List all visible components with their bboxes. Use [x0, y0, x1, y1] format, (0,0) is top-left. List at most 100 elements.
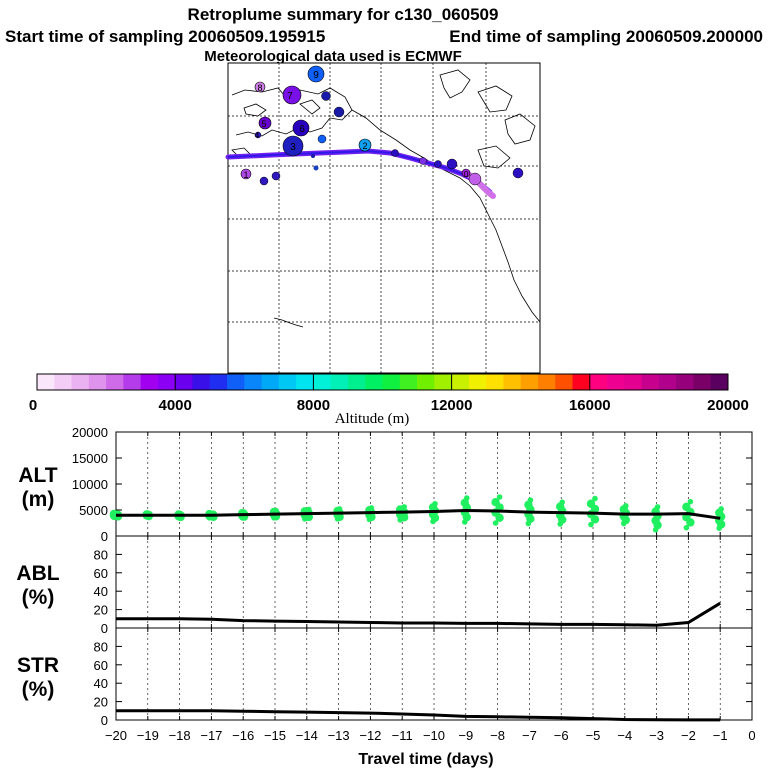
x-tick-label: −11 — [392, 728, 413, 743]
altitude-point — [586, 499, 596, 508]
marker-label: 4 — [255, 131, 260, 140]
colorbar-cell — [54, 374, 73, 390]
y-tick-label: 20 — [94, 695, 108, 710]
map-gridlines — [228, 63, 540, 373]
colorbar-cell — [192, 374, 211, 390]
altitude-point — [368, 505, 375, 511]
y-tick-label: 0 — [101, 621, 108, 636]
x-tick-label: −15 — [264, 728, 286, 743]
y-tick-label: 15000 — [72, 451, 108, 466]
altitude-point — [559, 499, 565, 506]
marker-label: 9 — [313, 70, 319, 81]
str-line — [116, 709, 721, 722]
altitude-median-line — [116, 509, 721, 520]
altitude-point — [623, 503, 629, 509]
colorbar-cell — [503, 374, 522, 390]
colorbar-cell — [227, 374, 245, 390]
colorbar-cell — [658, 374, 677, 390]
map-dot — [271, 171, 281, 181]
colorbar-cell — [468, 374, 487, 390]
x-tick-label: −13 — [328, 728, 350, 743]
map-dot — [512, 167, 524, 179]
map-dot — [259, 176, 269, 186]
x-tick-label: −1 — [713, 728, 728, 743]
colorbar-cell — [434, 374, 453, 390]
colorbar-cell — [37, 374, 55, 390]
map-panel: 9 8 7 6 5 4 3 2 1 0 — [225, 62, 541, 374]
map-dots — [259, 91, 524, 186]
altitude-point — [432, 500, 438, 507]
marker-label: 6 — [299, 124, 305, 135]
colorbar-cells — [37, 374, 729, 390]
altitude-point — [718, 506, 724, 512]
colorbar-tick-label: 0 — [29, 397, 37, 414]
colorbar-cell — [330, 374, 349, 390]
x-tick-label: −14 — [296, 728, 318, 743]
colorbar-frame — [36, 373, 729, 391]
colorbar-cell — [106, 374, 124, 390]
x-tick-label: −19 — [137, 728, 159, 743]
colorbar-cell — [71, 374, 90, 390]
y-tick-label: 20000 — [72, 425, 108, 440]
met-data: Meteorological data used is ECMWF — [204, 48, 462, 65]
marker-label: 5 — [261, 119, 266, 129]
colorbar-cell — [486, 374, 504, 390]
x-tick-label: −12 — [359, 728, 381, 743]
colorbar-cell — [313, 374, 332, 390]
marker-3: 3 — [282, 135, 304, 157]
panel-ylabel-line1: STR — [17, 654, 59, 677]
marker-label: 8 — [257, 83, 262, 93]
panel-altitude: 0 5000 10000 15000 20000 ALT(m) — [18, 425, 753, 544]
map-frame — [227, 62, 541, 374]
altitude-point — [491, 498, 500, 507]
colorbar-cell — [382, 374, 401, 390]
altitude-point — [306, 506, 312, 513]
x-tick-label: −9 — [458, 728, 473, 743]
colorbar-cell — [347, 374, 366, 390]
marker-6: 6 — [292, 119, 310, 137]
trajectory-core — [227, 149, 479, 183]
y-tick-label: 10000 — [72, 477, 108, 492]
x-tick-label: −17 — [200, 728, 222, 743]
marker-9: 9 — [307, 65, 325, 83]
colorbar-cell — [399, 374, 418, 390]
colorbar-cell — [261, 374, 280, 390]
x-tick-label: −7 — [522, 728, 537, 743]
colorbar-cell — [607, 374, 625, 390]
y-tick-label: 0 — [101, 713, 108, 728]
panel-abl: 0 20 40 60 80 ABL(%) — [16, 535, 753, 636]
x-tick-label: −16 — [232, 728, 254, 743]
colorbar-cell — [175, 374, 193, 390]
altitude-point — [492, 520, 499, 526]
colorbar-cell — [624, 374, 643, 390]
colorbar-cell — [589, 374, 608, 390]
colorbar-cell — [157, 374, 176, 390]
marker-7: 7 — [282, 85, 302, 105]
altitude-point — [687, 498, 694, 505]
start-time: Start time of sampling 20060509.195915 — [5, 27, 325, 46]
marker-label: 3 — [290, 142, 296, 153]
colorbar-cell — [123, 374, 142, 390]
colorbar-cell — [572, 374, 591, 390]
map-dot — [333, 106, 345, 118]
x-tick-label: −4 — [617, 728, 632, 743]
x-tick-label: −6 — [554, 728, 569, 743]
colorbar-tick-label: 16000 — [569, 397, 611, 414]
altitude-point — [588, 521, 594, 528]
marker-label: 2 — [362, 141, 367, 151]
colorbar-cell — [278, 374, 297, 390]
colorbar-cell — [641, 374, 660, 390]
y-tick-label: 40 — [94, 676, 108, 691]
x-axis-label: Travel time (days) — [358, 751, 493, 768]
x-tick-label: 0 — [748, 728, 755, 743]
map-markers: 9 8 7 6 5 4 3 2 1 0 — [240, 65, 471, 180]
map-dot — [434, 160, 442, 168]
altitude-point — [682, 502, 691, 512]
map-dot — [311, 154, 315, 158]
altitude-point — [273, 507, 279, 514]
marker-4: 4 — [254, 131, 262, 140]
map-dot — [321, 91, 331, 101]
colorbar: 0 4000 8000 12000 16000 20000 Altitude (m) — [29, 373, 749, 427]
y-tick-label: 20 — [94, 603, 108, 618]
y-tick-label: 80 — [94, 547, 108, 562]
